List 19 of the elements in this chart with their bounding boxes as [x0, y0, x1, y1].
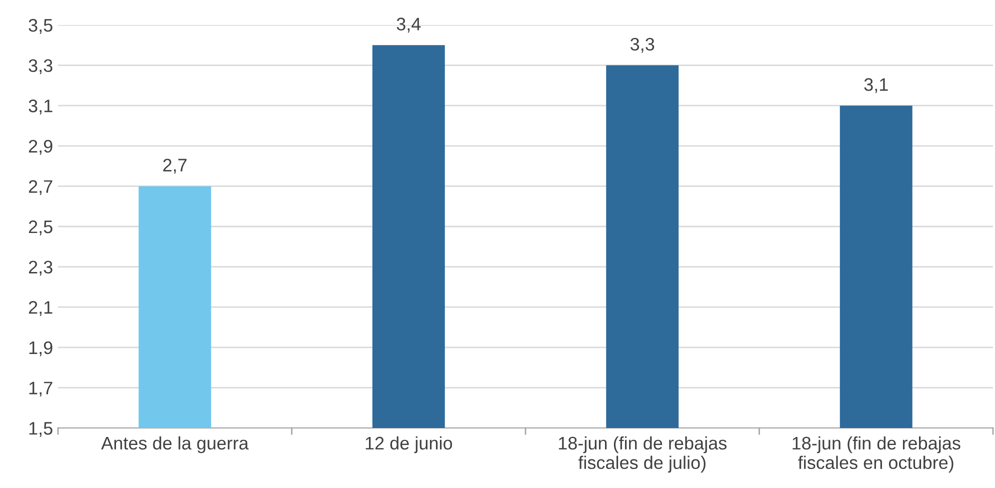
x-tick-label: 12 de junio — [366, 436, 452, 454]
y-tick-label: 2,9 — [28, 140, 52, 155]
y-tick-label: 2,5 — [28, 220, 52, 236]
x-tick-label: 18-jun (fin de rebajas fiscales en octubre) — [792, 436, 960, 473]
data-label: 3,4 — [396, 18, 421, 33]
y-tick-label: 2,1 — [28, 301, 52, 316]
y-tick-label: 3,1 — [28, 100, 52, 114]
y-tick-label: 1,9 — [29, 341, 52, 356]
y-tick-label: 1,5 — [29, 422, 52, 437]
x-tick-label: Antes de la guerra — [101, 436, 249, 454]
y-tick-label: 3,3 — [28, 59, 52, 74]
y-tick-label: 2,3 — [28, 260, 52, 276]
y-tick-label: 3,5 — [28, 18, 52, 34]
data-label: 2,7 — [163, 158, 187, 174]
data-label: 3,3 — [630, 38, 654, 53]
y-tick-label: 1,7 — [29, 382, 52, 397]
x-tick-label: 18-jun (fin de rebajas fiscales de julio) — [558, 436, 727, 473]
data-label: 3,1 — [864, 78, 888, 94]
y-tick-label: 2,7 — [28, 180, 52, 196]
